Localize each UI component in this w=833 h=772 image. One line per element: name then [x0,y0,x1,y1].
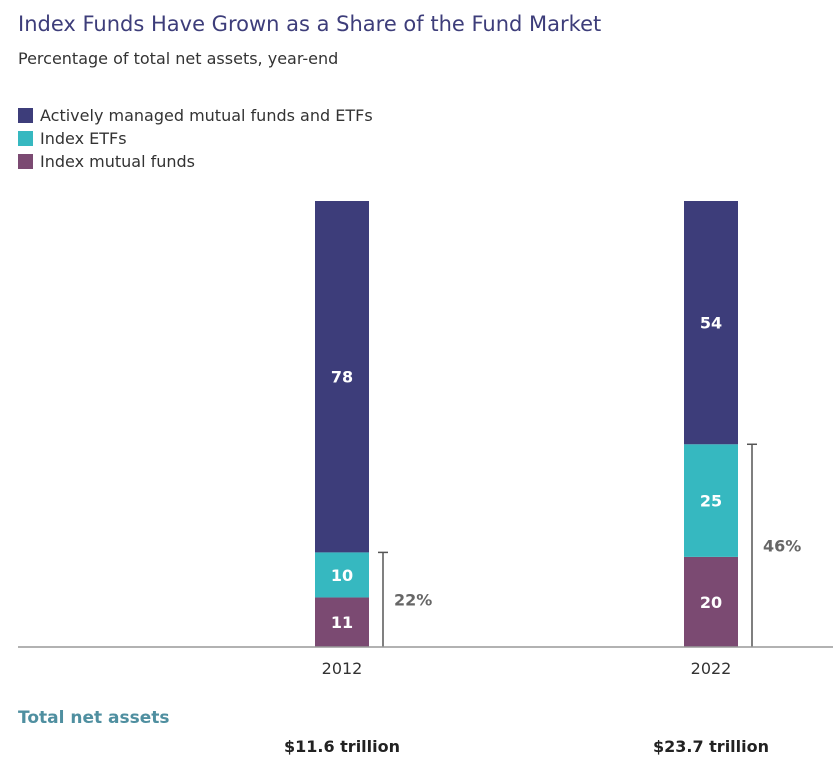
bar-2022-index-etfs [684,444,738,557]
bar-2012-index-mutual-funds [315,597,369,647]
legend-item-index-mutual-funds: Index mutual funds [18,150,373,173]
x-tick-label-2012: 2012 [322,659,363,678]
bar-2022-index-mutual-funds [684,556,738,647]
total-net-assets-2012: $11.6 trillion [283,737,401,756]
legend-item-active: Actively managed mutual funds and ETFs [18,104,373,127]
legend-label-index-mutual-funds: Index mutual funds [40,152,196,171]
bar-label-2012-active: 78 [331,368,353,387]
bar-label-2012-index-mutual-funds: 11 [331,613,353,632]
bar-label-2022-index-etfs: 25 [700,492,722,511]
bracket-label-2012: 22% [394,591,432,610]
legend-item-index-etfs: Index ETFs [18,127,373,150]
bar-2022-active [684,201,738,445]
bar-2012-index-etfs [315,552,369,598]
chart-title: Index Funds Have Grown as a Share of the… [18,12,602,36]
stacked-bar-chart: 11 10 78 22% 2012 20 25 54 46% 2022 [18,201,833,678]
bracket-label-2022: 46% [763,537,801,556]
bar-label-2022-index-mutual-funds: 20 [700,593,722,612]
bar-2012-active [315,201,369,553]
legend-label-index-etfs: Index ETFs [40,129,127,148]
x-tick-label-2022: 2022 [691,659,732,678]
legend-swatch-index-mutual-funds [18,154,33,169]
chart-subtitle: Percentage of total net assets, year-end [18,49,339,68]
total-net-assets-heading: Total net assets [18,708,170,728]
legend-swatch-index-etfs [18,131,33,146]
legend-label-active: Actively managed mutual funds and ETFs [40,106,373,125]
legend: Actively managed mutual funds and ETFs I… [18,104,373,173]
legend-swatch-active [18,108,33,123]
bar-label-2022-active: 54 [700,314,722,333]
bar-label-2012-index-etfs: 10 [331,566,353,585]
total-net-assets-2022: $23.7 trillion [652,737,770,756]
